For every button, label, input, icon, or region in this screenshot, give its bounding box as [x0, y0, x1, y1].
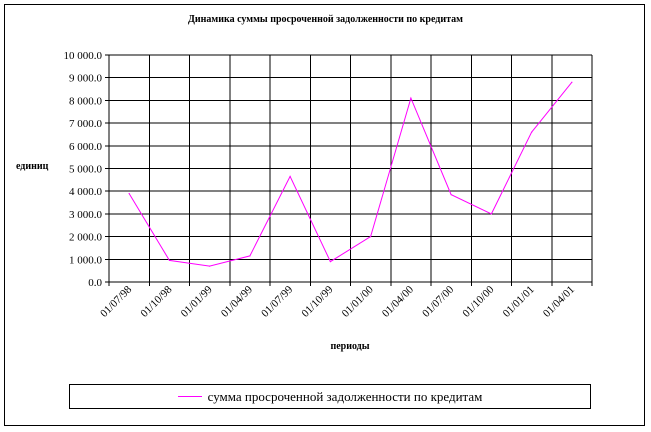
data-point	[450, 194, 452, 196]
data-point	[168, 259, 170, 262]
x-axis-label: периоды	[330, 341, 370, 352]
x-tick-label: 01/10/99	[299, 283, 335, 319]
legend: сумма просроченной задолженности по кред…	[69, 384, 591, 409]
data-point	[531, 131, 533, 133]
legend-swatch	[177, 396, 202, 397]
legend-label: сумма просроченной задолженности по кред…	[207, 388, 483, 404]
series-line	[128, 81, 573, 267]
y-tick-label: 10 000.0	[64, 50, 103, 62]
y-tick-label: 7 000.0	[69, 118, 103, 130]
y-tick-label: 5 000.0	[69, 164, 103, 176]
data-point	[209, 265, 211, 267]
x-tick-label: 01/01/99	[179, 283, 215, 319]
x-tick-label: 01/01/01	[501, 284, 537, 320]
y-tick-label: 2 000.0	[69, 232, 103, 244]
x-tick-label: 01/07/99	[259, 283, 295, 319]
data-point	[249, 255, 251, 257]
data-point	[329, 260, 331, 263]
y-axis-label: единиц	[16, 161, 49, 172]
x-tick-label: 01/01/00	[340, 283, 376, 319]
data-point	[490, 213, 492, 215]
x-tick-label: 01/04/01	[541, 284, 577, 320]
y-tick-label: 1 000.0	[69, 254, 103, 266]
chart-title: Динамика суммы просроченной задолженност…	[188, 14, 463, 25]
x-tick-label: 01/10/00	[460, 283, 496, 319]
x-tick-label: 01/04/00	[380, 283, 416, 319]
chart-frame	[4, 4, 645, 426]
data-point	[370, 236, 372, 238]
y-tick-label: 3 000.0	[69, 209, 103, 221]
y-tick-label: 8 000.0	[69, 95, 103, 107]
y-tick-label: 4 000.0	[69, 186, 103, 198]
y-tick-label: 6 000.0	[69, 141, 103, 153]
x-tick-label: 01/04/99	[219, 283, 255, 319]
data-point	[410, 97, 412, 99]
x-tick-label: 01/07/98	[98, 283, 134, 319]
x-tick-label: 01/10/98	[138, 283, 174, 319]
y-tick-label: 0.0	[88, 277, 102, 289]
data-point	[289, 175, 291, 178]
x-tick-label: 01/07/00	[420, 283, 456, 319]
y-tick-label: 9 000.0	[69, 73, 103, 85]
data-point	[128, 192, 130, 195]
data-point	[571, 81, 573, 83]
